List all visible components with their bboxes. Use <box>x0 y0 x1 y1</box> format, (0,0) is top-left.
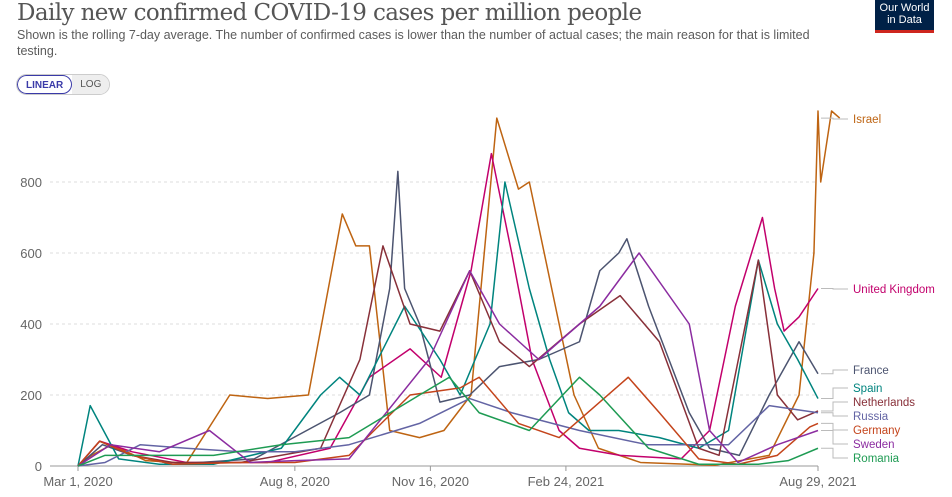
y-tick-label: 0 <box>35 459 42 474</box>
legend-label[interactable]: United Kingdom <box>853 284 935 296</box>
log-scale-button[interactable]: LOG <box>72 75 110 94</box>
x-tick-label: Aug 29, 2021 <box>779 474 856 489</box>
legend-label[interactable]: Israel <box>853 114 881 126</box>
legend-connector <box>821 430 848 445</box>
legend-connector <box>821 401 848 412</box>
chart-title: Daily new confirmed COVID-19 cases per m… <box>17 0 642 26</box>
owid-logo[interactable]: Our World in Data <box>875 0 934 33</box>
series-line-romania <box>77 376 819 467</box>
legend-connector <box>821 117 848 120</box>
series-line-sweden <box>77 252 819 467</box>
linear-scale-button[interactable]: LINEAR <box>17 75 73 94</box>
legend-label[interactable]: Spain <box>853 383 882 395</box>
series-line-russia <box>77 397 819 467</box>
logo-line-2: in Data <box>887 14 922 26</box>
legend-connector <box>821 447 848 459</box>
legend-label[interactable]: France <box>853 365 889 377</box>
series-line-netherlands <box>77 245 819 467</box>
legend-connector <box>821 288 848 290</box>
x-tick-label: Nov 16, 2020 <box>392 474 469 489</box>
legend-label[interactable]: Germany <box>853 425 901 437</box>
legend-label[interactable]: Netherlands <box>853 397 915 409</box>
legend-label[interactable]: Sweden <box>853 439 895 451</box>
y-tick-label: 800 <box>20 175 42 190</box>
chart-subtitle: Shown is the rolling 7-day average. The … <box>17 28 810 58</box>
x-tick-label: Aug 8, 2020 <box>260 474 330 489</box>
legend-connector <box>821 422 848 431</box>
x-tick-label: Feb 24, 2021 <box>528 474 605 489</box>
y-tick-label: 200 <box>20 388 42 403</box>
legend-label[interactable]: Romania <box>853 453 900 465</box>
legend-connector <box>821 387 848 400</box>
legend-connector <box>821 369 848 375</box>
legend-connector <box>821 412 848 417</box>
legend-label[interactable]: Russia <box>853 411 889 423</box>
x-tick-label: Mar 1, 2020 <box>43 474 112 489</box>
logo-line-1: Our World <box>879 2 930 14</box>
series-line-france <box>77 170 819 467</box>
scale-toggle[interactable]: LINEAR LOG <box>16 74 111 95</box>
series-line-germany <box>77 376 819 467</box>
y-tick-label: 400 <box>20 317 42 332</box>
series-line-israel <box>77 110 841 467</box>
y-tick-label: 600 <box>20 246 42 261</box>
